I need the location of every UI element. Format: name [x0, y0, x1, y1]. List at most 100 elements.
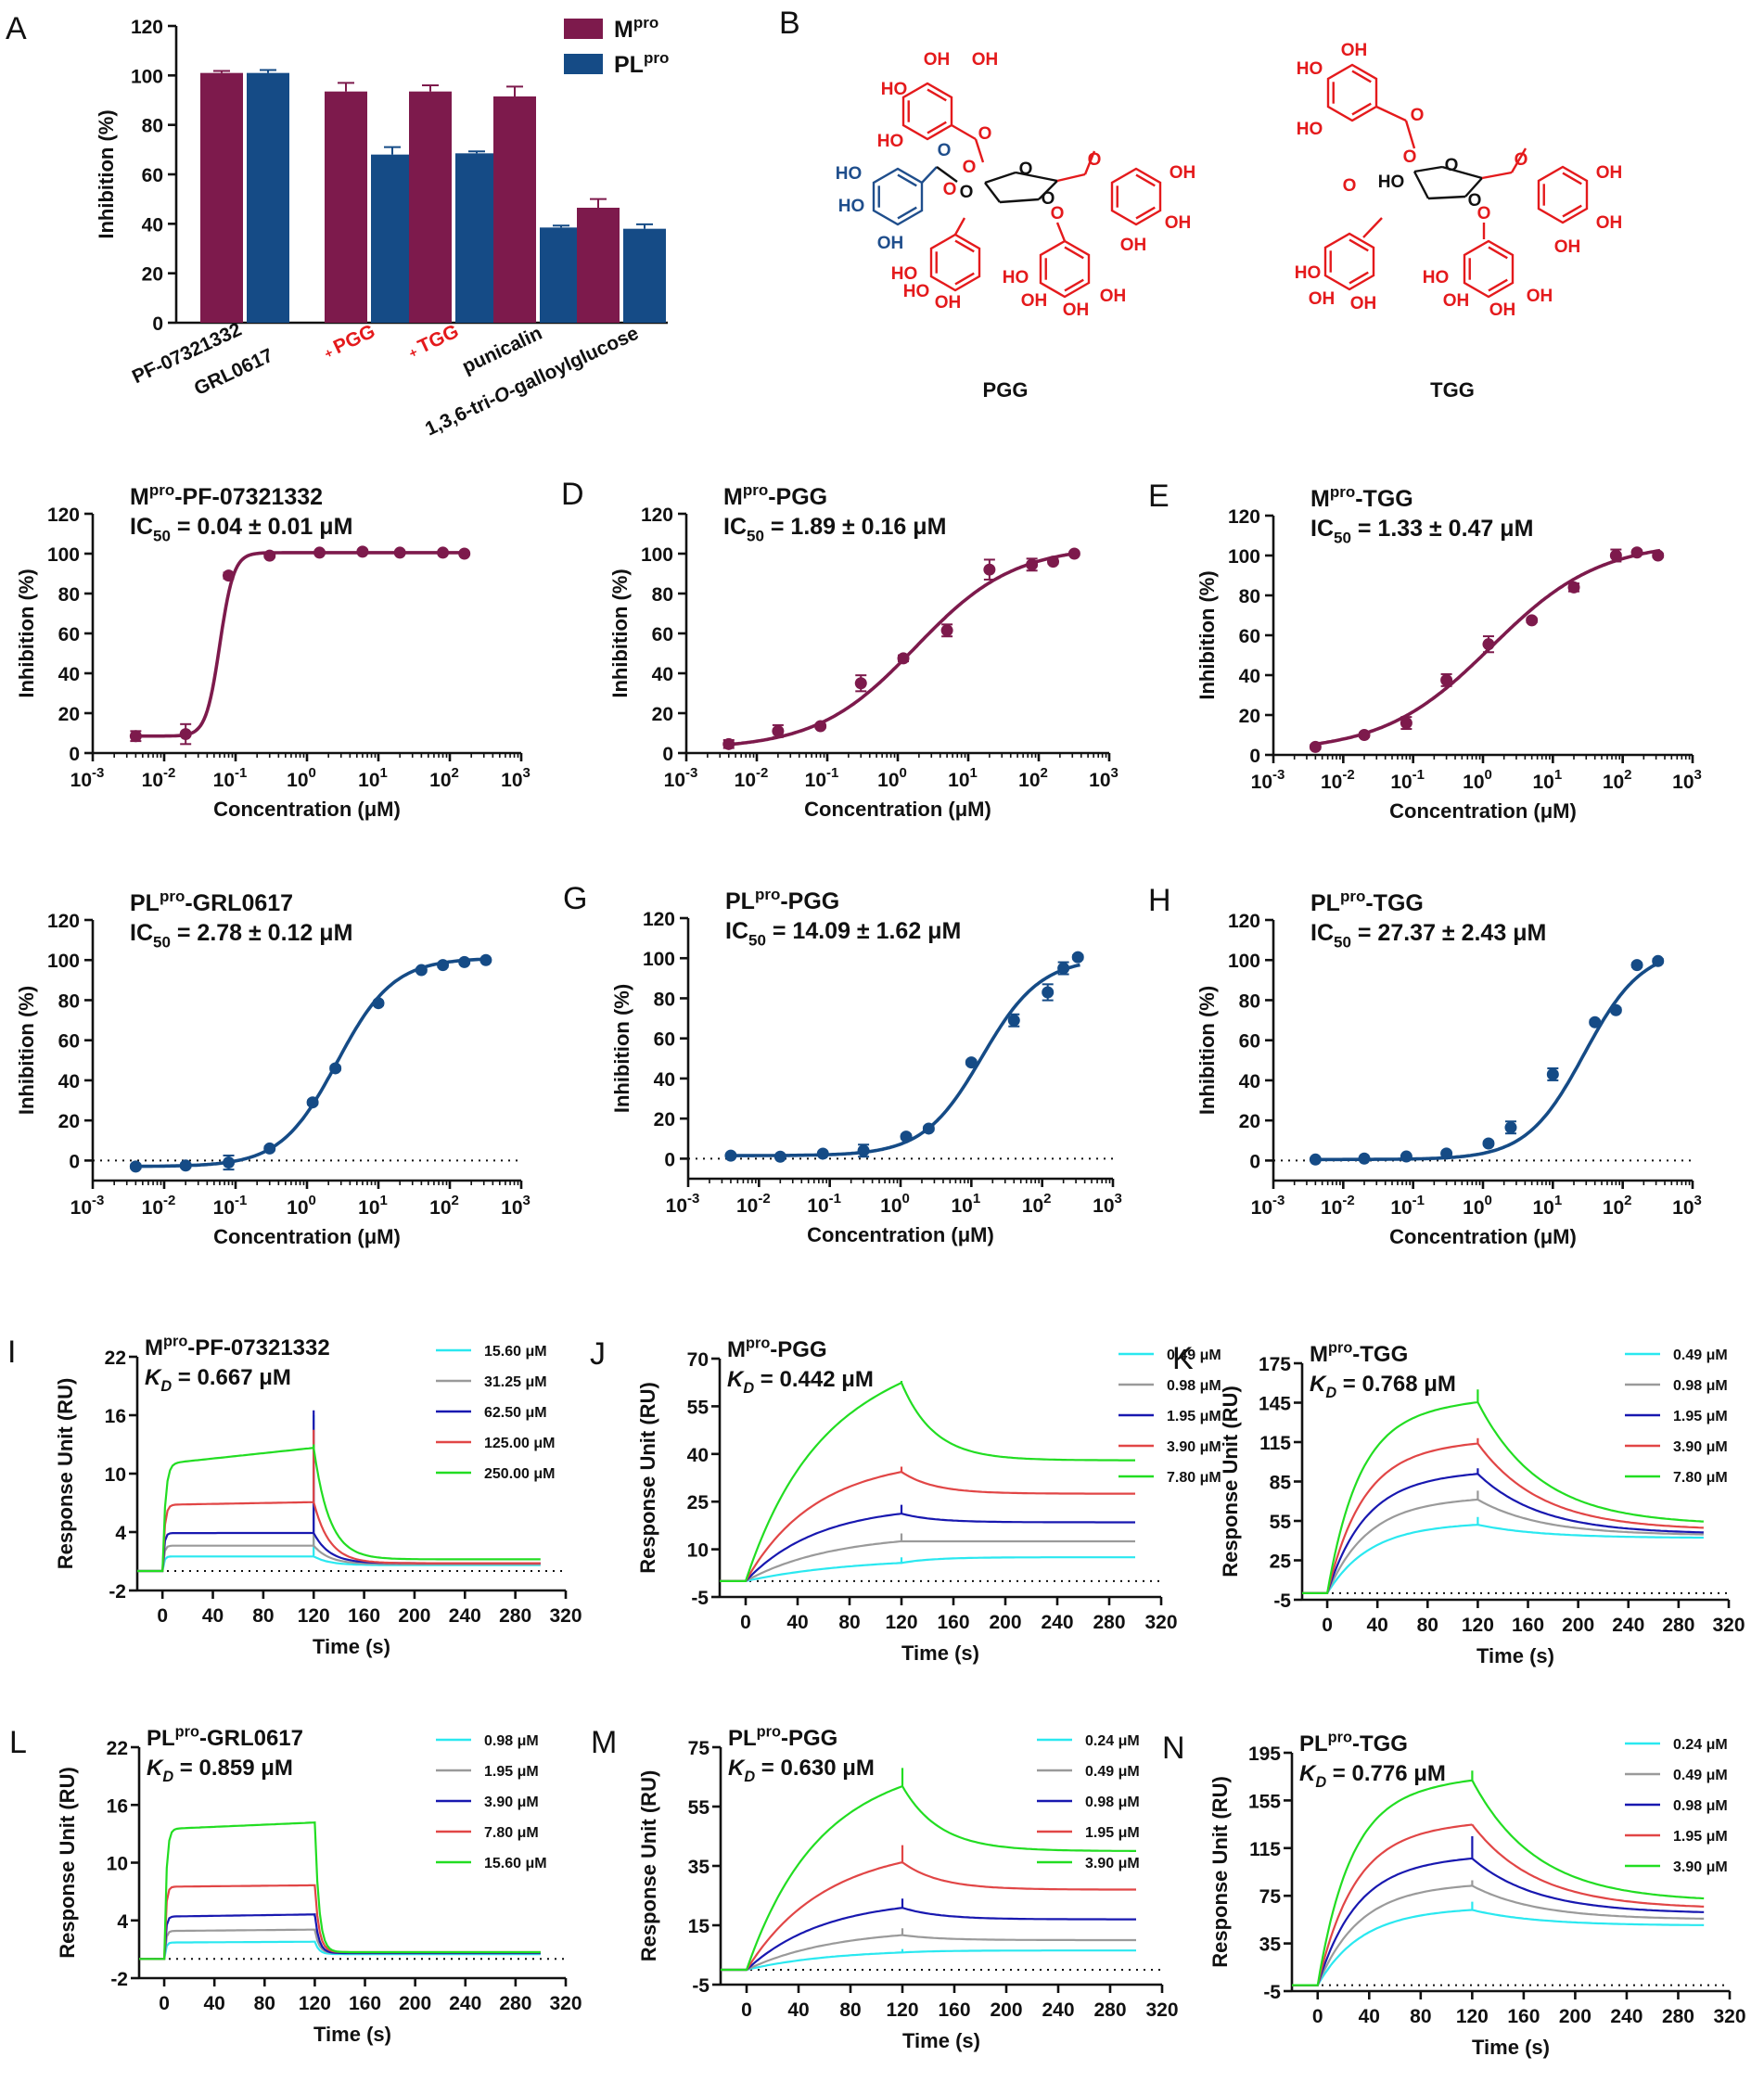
x-tick-label: 100 [1463, 767, 1492, 793]
x-tick-exp: -1 [1412, 1193, 1425, 1208]
panel-label-j: J [590, 1336, 606, 1372]
x-tick-label: 100 [877, 765, 907, 791]
x-axis-label: Time (s) [1472, 2036, 1550, 2059]
bond [1375, 105, 1407, 122]
chart-title-rest: -GRL0617 [199, 1726, 303, 1751]
x-tick-label: 101 [1532, 1193, 1562, 1219]
chart-title-rest: -TGG [1352, 1342, 1408, 1367]
bond [974, 138, 985, 163]
y-tick-label: 60 [1239, 1031, 1260, 1053]
bond [984, 182, 1001, 203]
chart-title-sup: pro [757, 1723, 781, 1740]
ic50-annotation: IC50 = 14.09 ± 1.62 μM [725, 918, 961, 950]
y-tick-label: 80 [654, 989, 675, 1010]
kd-annotation-rest: = 0.667 μM [172, 1365, 291, 1390]
atom-label: OH [1341, 41, 1368, 60]
x-tick-label: 40 [787, 1999, 809, 2021]
data-point [479, 953, 492, 966]
atom-label: O [1343, 176, 1357, 196]
x-tick-label: 240 [1610, 2006, 1643, 2027]
x-tick-exp: -2 [1342, 1193, 1354, 1208]
data-point [1504, 1121, 1517, 1134]
chart-title-sup: pro [1328, 1729, 1352, 1745]
y-tick-label: -5 [691, 1588, 709, 1609]
double-bond [1135, 173, 1156, 187]
data-point [1057, 962, 1070, 975]
x-tick-label: 320 [549, 1605, 582, 1627]
double-bond [1064, 246, 1084, 260]
kd-annotation-rest: = 0.859 μM [173, 1756, 293, 1781]
bond [936, 166, 958, 183]
x-tick-base: 10 [807, 1195, 828, 1217]
x-tick-label: 200 [398, 1605, 430, 1627]
x-tick-exp: 1 [970, 765, 978, 781]
kd-annotation: KD = 0.667 μM [145, 1365, 291, 1395]
x-tick-label: 101 [358, 1193, 388, 1219]
benzene-ring [1537, 165, 1589, 224]
x-tick-exp: 0 [309, 765, 316, 781]
sensorgram-series [720, 1556, 1135, 1582]
atom-label: OH [1063, 300, 1090, 320]
legend-label: 3.90 μM [1085, 1856, 1140, 1871]
x-tick-base: 10 [287, 770, 308, 791]
x-tick-label: 103 [1089, 765, 1118, 791]
data-point [1567, 581, 1580, 594]
x-tick-label: 320 [1713, 2006, 1745, 2027]
sensorgram-series [1292, 1880, 1705, 1986]
x-tick-exp: 3 [523, 765, 530, 781]
x-tick-exp: -2 [756, 765, 768, 781]
y-tick-label: 25 [1270, 1552, 1292, 1573]
x-tick-label: 103 [1093, 1191, 1122, 1217]
legend-label: 1.95 μM [1673, 1829, 1728, 1845]
x-tick-label: 40 [1366, 1615, 1387, 1636]
x-tick-label: 160 [937, 1612, 969, 1633]
sensorgram-n: N -5 35 75 115 155 195 0 40 80 120 160 200 240 280 320 T… [1162, 1729, 1746, 2059]
legend-label: 0.49 μM [1167, 1348, 1221, 1363]
sensorgram-series [1292, 1836, 1705, 1986]
data-point [1067, 547, 1080, 560]
data-point [393, 546, 406, 559]
sensorgram-series [720, 1381, 1135, 1582]
chart-title: Mpro-PF-07321332 [130, 481, 323, 510]
bar [371, 154, 414, 323]
data-point [1589, 1015, 1602, 1028]
bond [1413, 165, 1443, 173]
x-tick-base: 10 [1603, 772, 1624, 793]
y-tick-label: 195 [1248, 1744, 1281, 1765]
legend-label: 15.60 μM [484, 1856, 547, 1871]
atom-label: OH [935, 293, 962, 313]
benzene-ring [1463, 239, 1515, 299]
data-point [1440, 673, 1453, 686]
y-tick-label: 35 [1259, 1935, 1282, 1956]
double-bond [1135, 206, 1156, 220]
sensorgram-series [721, 1898, 1136, 1972]
bond [1481, 171, 1513, 180]
kd-annotation-base: K [727, 1367, 745, 1392]
chart-title-sup: pro [1330, 483, 1355, 501]
x-tick-base: 10 [287, 1197, 308, 1219]
x-tick-label: 10-3 [664, 765, 698, 791]
data-point [1609, 1003, 1622, 1016]
dose-response-c: C02040608010012010-310-210-1100101102103… [15, 481, 530, 821]
atom-label: OH [1165, 213, 1192, 233]
double-bond [1349, 238, 1369, 252]
x-tick-label: 103 [1672, 767, 1702, 793]
data-point [1042, 986, 1055, 999]
data-point [854, 677, 867, 690]
x-tick-base: 10 [735, 770, 756, 791]
ic50-annotation-sub: 50 [1334, 530, 1351, 547]
data-point [922, 1122, 935, 1135]
data-point [1630, 959, 1643, 972]
ic50-annotation: IC50 = 27.37 ± 2.43 μM [1310, 920, 1546, 952]
data-point [415, 964, 428, 977]
x-tick-label: 80 [838, 1612, 860, 1633]
x-tick-label: 120 [1456, 2006, 1489, 2027]
double-bond [1488, 246, 1508, 260]
chart-title-base: PL [130, 890, 160, 916]
x-tick-base: 10 [805, 770, 826, 791]
data-point [1400, 1150, 1412, 1163]
x-tick-base: 10 [1390, 1197, 1412, 1219]
y-tick-label: 145 [1259, 1394, 1291, 1415]
data-point [263, 1142, 276, 1155]
